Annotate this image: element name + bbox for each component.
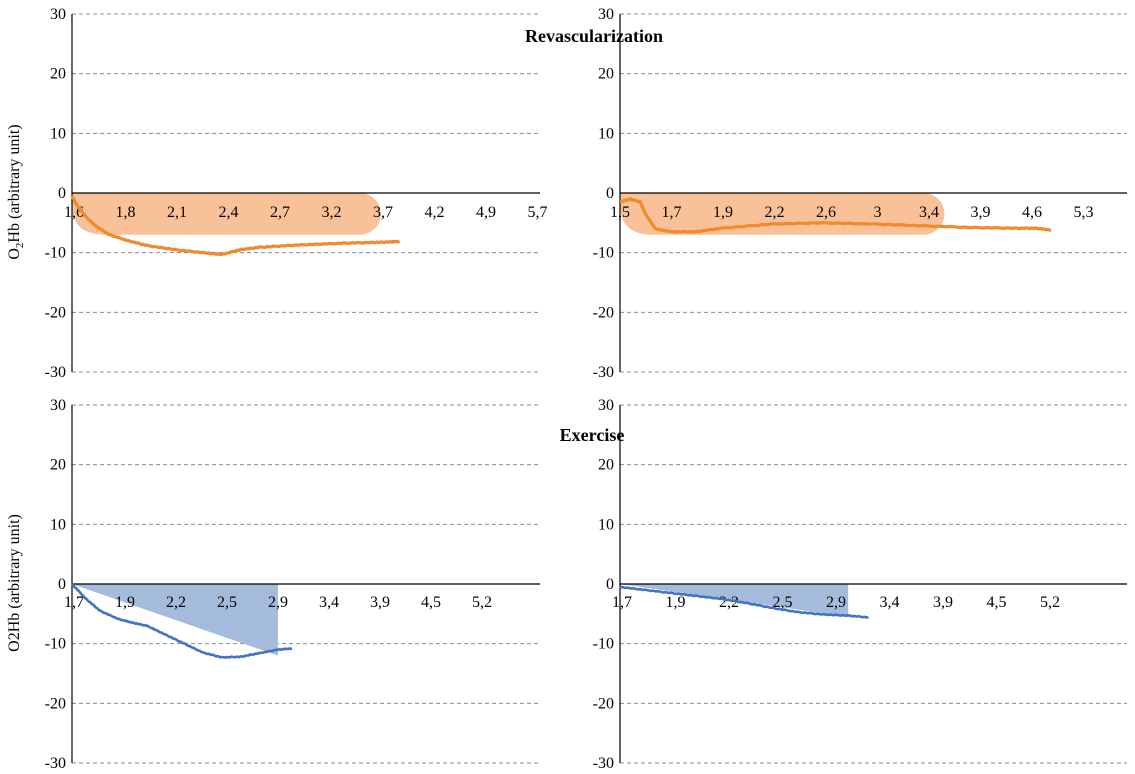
y-tick-label-revasc-left-3: 0 (58, 185, 66, 202)
x-tick-label-revasc-left-6: 3,7 (373, 204, 393, 221)
y-tick-label-revasc-left-1: 20 (50, 66, 66, 83)
x-tick-label-revasc-right-1: 1,7 (662, 204, 682, 221)
y-tick-label-exercise-left-3: 0 (58, 576, 66, 593)
y-tick-label-revasc-right-1: 20 (598, 66, 614, 83)
x-tick-label-exercise-right-8: 5,2 (1040, 594, 1060, 611)
x-tick-label-exercise-right-3: 2,5 (773, 594, 793, 611)
x-tick-label-revasc-right-8: 4,6 (1022, 204, 1042, 221)
x-tick-label-exercise-right-5: 3,4 (880, 594, 900, 611)
x-tick-label-revasc-left-3: 2,4 (219, 204, 239, 221)
y-tick-label-revasc-left-6: -30 (45, 364, 66, 381)
y-tick-label-exercise-left-0: 30 (50, 397, 66, 414)
x-tick-label-exercise-right-4: 2,9 (826, 594, 846, 611)
y-tick-label-exercise-right-6: -30 (593, 755, 614, 772)
y-tick-label-revasc-left-5: -20 (45, 304, 66, 321)
x-tick-label-exercise-right-6: 3,9 (933, 594, 953, 611)
x-tick-label-exercise-left-4: 2,9 (268, 594, 288, 611)
y-tick-label-revasc-left-4: -10 (45, 245, 66, 262)
y-tick-label-revasc-left-0: 30 (50, 6, 66, 23)
x-tick-label-revasc-left-7: 4,2 (425, 204, 445, 221)
y-tick-label-revasc-right-3: 0 (606, 185, 614, 202)
y-tick-label-exercise-left-5: -20 (45, 695, 66, 712)
x-tick-label-revasc-left-1: 1,8 (116, 204, 136, 221)
y-tick-label-exercise-right-5: -20 (593, 695, 614, 712)
y-tick-label-exercise-left-1: 20 (50, 457, 66, 474)
x-tick-label-revasc-left-4: 2,7 (270, 204, 290, 221)
section-title-revascularization: Revascularization (525, 26, 663, 46)
x-tick-label-exercise-left-6: 3,9 (370, 594, 390, 611)
y-tick-label-exercise-left-6: -30 (45, 755, 66, 772)
x-tick-label-revasc-left-8: 4,9 (476, 204, 496, 221)
x-tick-label-revasc-right-0: 1,5 (610, 204, 630, 221)
panel-revasc-right: 30 20 10 0 -10 -20 -30 1,5 1,7 1,9 2,2 2,6 3 3,4 3,9 4,… (593, 6, 1127, 381)
series-line-revasc-right-0 (619, 197, 1052, 234)
x-tick-label-exercise-right-0: 1,7 (612, 594, 632, 611)
x-tick-label-revasc-right-3: 2,2 (765, 204, 785, 221)
x-tick-label-revasc-left-2: 2,1 (167, 204, 187, 221)
section-title-exercise: Exercise (560, 425, 625, 445)
x-tick-label-revasc-right-7: 3,9 (971, 204, 991, 221)
x-tick-label-revasc-right-5: 3 (874, 204, 882, 221)
y-tick-label-revasc-right-0: 30 (598, 6, 614, 23)
x-tick-label-exercise-right-1: 1,9 (666, 594, 686, 611)
x-tick-label-revasc-right-6: 3,4 (919, 204, 939, 221)
x-tick-label-exercise-left-0: 1,7 (64, 594, 84, 611)
x-tick-label-revasc-left-5: 3,2 (322, 204, 342, 221)
x-tick-label-revasc-right-9: 5,3 (1074, 204, 1094, 221)
y-axis-label-revascularization: O2Hb (arbitrary unit) (6, 124, 26, 259)
x-tick-label-exercise-left-7: 4,5 (421, 594, 441, 611)
x-tick-label-exercise-left-2: 2,2 (166, 594, 186, 611)
x-tick-label-revasc-left-9: 5,7 (528, 204, 548, 221)
y-tick-label-revasc-right-6: -30 (593, 364, 614, 381)
y-tick-label-exercise-right-1: 20 (598, 457, 614, 474)
series-line-exercise-left-0 (70, 582, 293, 659)
y-tick-label-exercise-left-2: 10 (50, 516, 66, 533)
x-tick-label-exercise-right-7: 4,5 (987, 594, 1007, 611)
y-tick-label-exercise-right-0: 30 (598, 397, 614, 414)
series-line-exercise-right-0 (619, 585, 869, 619)
y-tick-label-revasc-left-2: 10 (50, 125, 66, 142)
y-tick-label-revasc-right-5: -20 (593, 304, 614, 321)
y-tick-label-exercise-right-2: 10 (598, 516, 614, 533)
x-tick-label-exercise-left-5: 3,4 (319, 594, 339, 611)
x-tick-label-exercise-left-1: 1,9 (115, 594, 135, 611)
y-tick-label-revasc-right-4: -10 (593, 245, 614, 262)
x-tick-label-exercise-left-3: 2,5 (217, 594, 237, 611)
x-tick-label-revasc-right-4: 2,6 (816, 204, 836, 221)
y-tick-label-exercise-left-4: -10 (45, 636, 66, 653)
panel-exercise-left: 30 20 10 0 -10 -20 -30 1,7 1,9 2,2 2,5 2,9 3,4 3,9 4,5… (45, 397, 540, 772)
series-line-revasc-left-0 (70, 194, 401, 257)
x-tick-label-exercise-left-8: 5,2 (472, 594, 492, 611)
y-tick-label-revasc-right-2: 10 (598, 125, 614, 142)
y-tick-label-exercise-right-4: -10 (593, 636, 614, 653)
x-tick-label-revasc-right-2: 1,9 (713, 204, 733, 221)
y-axis-label-exercise: O2Hb (arbitrary unit) (6, 514, 23, 652)
highlight-region-revasc-left (72, 193, 381, 235)
highlight-region-exercise-left (72, 584, 278, 656)
y-tick-label-exercise-right-3: 0 (606, 576, 614, 593)
